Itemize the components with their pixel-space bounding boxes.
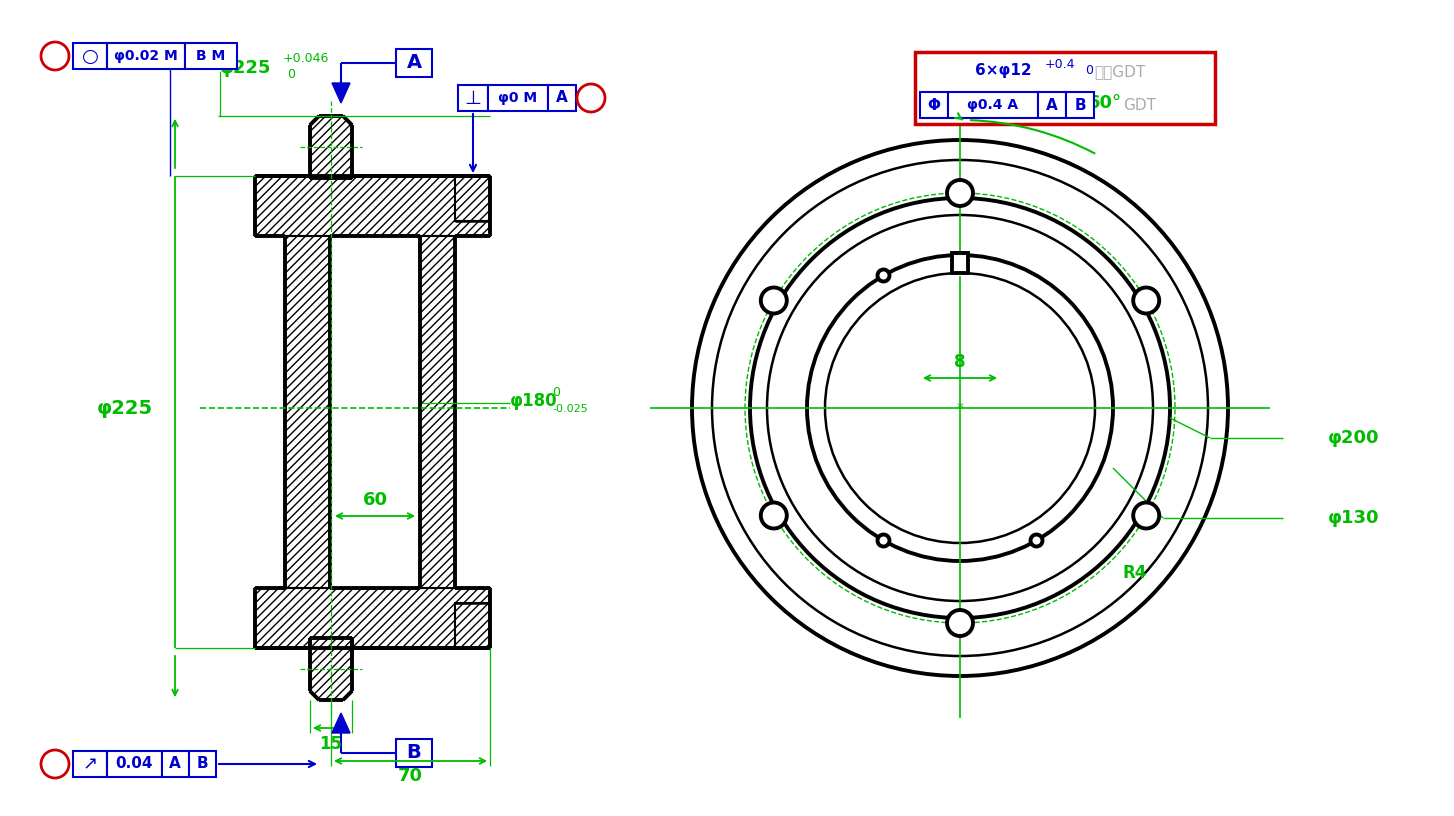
Bar xyxy=(161,751,189,777)
Text: +0.046: +0.046 xyxy=(284,51,330,64)
Text: A: A xyxy=(1045,97,1059,113)
Text: B: B xyxy=(1075,97,1086,113)
Polygon shape xyxy=(420,236,455,588)
Bar xyxy=(189,751,217,777)
Bar xyxy=(920,92,948,118)
Text: B: B xyxy=(196,756,208,771)
Text: +0.4: +0.4 xyxy=(1045,57,1076,70)
Bar xyxy=(108,751,161,777)
Bar xyxy=(915,52,1216,124)
Text: ⊥: ⊥ xyxy=(464,88,481,108)
Text: 60°: 60° xyxy=(1088,94,1122,112)
Polygon shape xyxy=(310,116,352,178)
Circle shape xyxy=(750,198,1170,618)
Polygon shape xyxy=(332,713,350,733)
Polygon shape xyxy=(310,638,352,700)
Bar xyxy=(73,751,108,777)
Text: 6×φ12: 6×φ12 xyxy=(976,63,1032,78)
Bar xyxy=(458,85,489,111)
Text: φ130: φ130 xyxy=(1328,509,1380,527)
Text: B: B xyxy=(407,743,422,762)
Text: 0.04: 0.04 xyxy=(115,756,153,771)
Text: 15: 15 xyxy=(320,735,343,753)
Text: GDT: GDT xyxy=(1124,97,1156,113)
Circle shape xyxy=(947,180,973,206)
Bar xyxy=(1066,92,1093,118)
Text: -0.025: -0.025 xyxy=(553,404,587,414)
Circle shape xyxy=(1133,287,1159,313)
Text: φ200: φ200 xyxy=(1328,429,1380,447)
Text: φ180: φ180 xyxy=(510,392,558,410)
Text: 60: 60 xyxy=(362,491,388,509)
Text: φ0 M: φ0 M xyxy=(499,91,538,105)
Circle shape xyxy=(878,534,890,547)
Bar xyxy=(948,92,1038,118)
Text: 2: 2 xyxy=(49,47,61,65)
Circle shape xyxy=(947,610,973,636)
Text: ○: ○ xyxy=(81,47,99,65)
Polygon shape xyxy=(254,176,490,236)
Text: Φ: Φ xyxy=(928,97,941,113)
Polygon shape xyxy=(952,253,968,273)
Text: 0: 0 xyxy=(286,68,295,81)
Text: A: A xyxy=(407,54,422,73)
Text: 1: 1 xyxy=(586,89,596,107)
Text: B M: B M xyxy=(196,49,225,63)
Circle shape xyxy=(878,269,890,282)
Text: *: * xyxy=(957,401,964,415)
Circle shape xyxy=(41,42,68,70)
Circle shape xyxy=(807,255,1112,561)
Text: 0: 0 xyxy=(553,387,560,400)
Text: ↗: ↗ xyxy=(83,755,97,773)
Text: R4: R4 xyxy=(1122,564,1147,582)
Bar xyxy=(185,43,237,69)
Bar xyxy=(395,739,432,767)
Circle shape xyxy=(712,160,1208,656)
Text: 8: 8 xyxy=(954,353,965,371)
Circle shape xyxy=(692,140,1229,676)
Bar xyxy=(489,85,548,111)
Bar xyxy=(1038,92,1066,118)
Text: A: A xyxy=(169,756,180,771)
Text: 0: 0 xyxy=(1085,64,1093,77)
Circle shape xyxy=(824,273,1095,543)
Text: φ0.02 M: φ0.02 M xyxy=(113,49,177,63)
Text: 3: 3 xyxy=(49,755,61,773)
Circle shape xyxy=(760,287,787,313)
Bar xyxy=(108,43,185,69)
Text: A: A xyxy=(555,91,569,105)
Bar xyxy=(395,49,432,77)
Bar xyxy=(548,85,576,111)
Circle shape xyxy=(1031,534,1043,547)
Circle shape xyxy=(577,84,605,112)
Text: φ0.4 A: φ0.4 A xyxy=(967,98,1019,112)
Polygon shape xyxy=(254,588,490,648)
Circle shape xyxy=(41,750,68,778)
Bar xyxy=(73,43,108,69)
Circle shape xyxy=(760,503,787,529)
Polygon shape xyxy=(332,83,350,103)
Text: φ225: φ225 xyxy=(220,59,272,77)
Circle shape xyxy=(768,215,1153,601)
Text: φ225: φ225 xyxy=(97,398,153,418)
Bar xyxy=(952,271,968,275)
Text: 70: 70 xyxy=(398,767,423,785)
Text: 玩轉GDT: 玩轉GDT xyxy=(1095,64,1146,79)
Circle shape xyxy=(1133,503,1159,529)
Polygon shape xyxy=(455,603,490,648)
Polygon shape xyxy=(285,236,330,588)
Polygon shape xyxy=(455,176,490,221)
